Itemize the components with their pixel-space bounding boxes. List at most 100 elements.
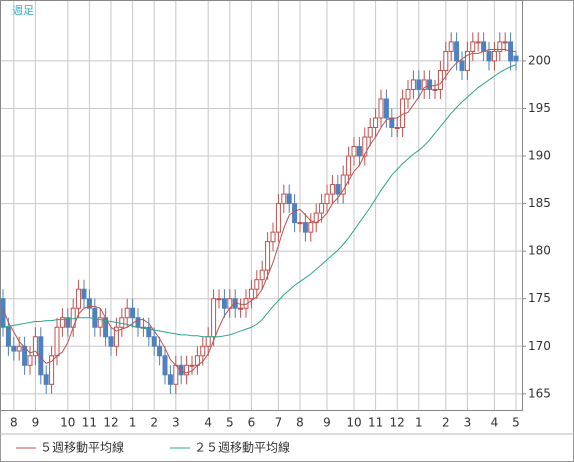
candle-body (32, 336, 38, 357)
candle-body (367, 127, 373, 138)
candle-body (221, 298, 227, 309)
x-tick-label: 9 (323, 416, 331, 430)
candle-body (443, 50, 449, 71)
y-tick-label: 170 (528, 339, 551, 353)
x-tick-label: 11 (368, 416, 383, 430)
candle-body (11, 345, 17, 352)
candle-body (167, 374, 173, 385)
candle-body (319, 203, 325, 214)
x-tick-label: 6 (248, 416, 256, 430)
candle-body (302, 222, 308, 233)
candle-body (464, 50, 470, 71)
candle-body (340, 174, 346, 195)
candle-body (59, 317, 65, 328)
plot-area (0, 0, 523, 411)
candle-body (454, 41, 460, 62)
x-tick-label: 2 (442, 416, 450, 430)
legend-label: ５週移動平均線 (40, 440, 124, 455)
x-tick-label: 5 (226, 416, 234, 430)
y-tick-label: 180 (528, 244, 551, 258)
candle-body (216, 298, 222, 301)
y-tick-label: 200 (528, 53, 551, 67)
candle-body (86, 298, 92, 309)
x-tick-label: 8 (10, 416, 18, 430)
candle-body (292, 203, 298, 224)
chart-title: 週足 (12, 4, 34, 17)
candle-body (491, 50, 497, 62)
x-tick-label: 12 (390, 416, 405, 430)
candle-body (211, 298, 217, 338)
candle-body (373, 117, 379, 129)
x-tick-label: 7 (275, 416, 283, 430)
candle-body (16, 345, 22, 352)
candle-body (173, 364, 179, 385)
candle-body (346, 155, 352, 176)
x-tick-label: 12 (103, 416, 118, 430)
candle-body (92, 307, 98, 328)
y-tick-label: 165 (528, 386, 551, 400)
candle-body (502, 41, 508, 44)
candle-body (486, 50, 492, 62)
x-tick-label: 2 (150, 416, 158, 430)
candle-body (481, 41, 487, 52)
x-tick-label: 1 (415, 416, 423, 430)
x-tick-label: 5 (512, 416, 520, 430)
candle-body (151, 336, 157, 347)
candle-body (383, 98, 389, 119)
candle-body (459, 60, 465, 71)
candle-body (475, 41, 481, 44)
candle-body (259, 269, 265, 281)
candle-body (362, 136, 368, 157)
candle-body (448, 41, 454, 52)
x-tick-label: 10 (60, 416, 75, 430)
y-tick-label: 190 (528, 149, 551, 163)
candle-body (378, 98, 384, 119)
candle-body (124, 307, 130, 319)
candle-body (335, 184, 341, 195)
candle-body (162, 355, 168, 376)
candle-body (389, 117, 395, 129)
candle-body (81, 288, 87, 300)
candle-body (421, 79, 427, 90)
y-tick-label: 195 (528, 101, 551, 115)
y-tick-label: 185 (528, 196, 551, 210)
candle-body (97, 317, 103, 328)
candle-body (281, 193, 287, 205)
candle-body (248, 288, 254, 300)
candle-body (157, 345, 163, 357)
candle-body (356, 146, 362, 157)
x-tick-label: 4 (491, 416, 499, 430)
candle-body (286, 193, 292, 205)
candle-body (178, 364, 184, 376)
candle-body (43, 374, 49, 385)
candle-body (410, 79, 416, 90)
candle-body (427, 79, 433, 90)
candle-body (130, 307, 136, 319)
candle-body (113, 326, 119, 347)
candle-body (394, 127, 400, 130)
candle-body (275, 203, 281, 233)
candle-body (184, 364, 190, 376)
candle-body (405, 88, 411, 100)
candle-body (27, 355, 33, 366)
candle-body (324, 193, 330, 205)
moving-average-line (2, 49, 516, 374)
candle-body (205, 336, 211, 347)
candle-body (297, 222, 303, 225)
candle-body (497, 41, 503, 52)
candle-body (200, 345, 206, 357)
moving-average-line (2, 64, 517, 338)
candle-body (270, 231, 276, 243)
x-tick-label: 10 (346, 416, 361, 430)
candle-body (108, 336, 114, 347)
x-tick-label: 4 (204, 416, 212, 430)
candle-body (265, 241, 271, 271)
x-tick-label: 9 (32, 416, 40, 430)
candle-body (437, 69, 443, 90)
candle-body (49, 355, 55, 385)
candle-body (54, 326, 60, 357)
candle-body (5, 326, 11, 347)
candle-body (254, 279, 260, 290)
candle-body (470, 41, 476, 52)
candle-body (416, 79, 422, 90)
